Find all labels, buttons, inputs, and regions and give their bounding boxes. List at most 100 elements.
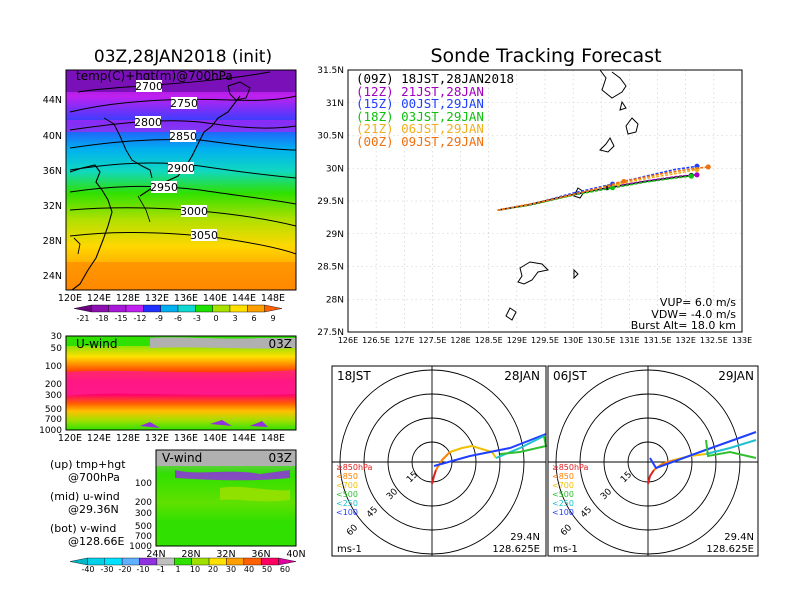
lon-tick: 124E [87, 293, 111, 304]
colorbar-label: 0 [213, 314, 218, 323]
lon-tick: 120E [58, 293, 82, 304]
hodo1-legend: ≥850hPa <850 <700 <500 <250 <100 [336, 463, 373, 517]
lon-tick: 133E [732, 336, 752, 345]
ring-label: 30 [385, 487, 400, 502]
wind-colorbar-labels: -40 -30 -20 -10 -1 1 10 20 30 40 50 60 [81, 565, 290, 574]
hodo-legend-below500: <500 [336, 490, 358, 499]
lon-tick: 148E [261, 293, 285, 304]
lat-tick: 27.5N [317, 328, 344, 338]
colorbar-swatch [121, 557, 140, 566]
colorbar-swatch [208, 557, 227, 566]
note-bot-lon: @128.66E [68, 535, 124, 548]
colorbar-label: -18 [95, 314, 108, 323]
lon-tick: 128E [116, 433, 140, 444]
colorbar-swatch [264, 304, 283, 313]
hodo-legend-below700: <700 [336, 481, 358, 490]
lon-tick: 126E [338, 336, 358, 345]
colorbar-label: -3 [193, 314, 201, 323]
lon-tick: 124E [87, 433, 111, 444]
note-up: (up) tmp+hgt [50, 458, 126, 471]
colorbar-swatch [191, 557, 210, 566]
colorbar-swatch [160, 304, 179, 313]
lat-tick: 36N [43, 166, 62, 177]
lat-tick: 28.5N [317, 263, 344, 273]
lon-tick: 132E [145, 433, 169, 444]
map-label: temp(C)+hgt(m)@700hPa [76, 69, 233, 83]
map-lon-ticks: 120E 124E 128E 132E 136E 140E 144E 148E [58, 293, 285, 304]
colorbar-label: 10 [190, 565, 200, 574]
vdw-value: VDW= -4.0 m/s [651, 308, 736, 321]
pressure-tick: 200 [45, 380, 62, 390]
ring-label: 15 [405, 470, 420, 485]
pressure-tick: 300 [135, 509, 152, 519]
lon-tick: 148E [261, 433, 285, 444]
v-wind-panel [155, 449, 297, 547]
lat-tick: 28N [181, 549, 200, 560]
lat-tick: 44N [43, 95, 62, 106]
lon-tick: 128E [450, 336, 470, 345]
hodo1-unit: ms-1 [337, 544, 362, 555]
colorbar-label: 9 [270, 314, 275, 323]
tracking-y-ticks: 31.5N 31N 30.5N 30N 29.5N 29N 28.5N 28N 27.5N [317, 66, 344, 338]
track-endpoint [705, 164, 711, 170]
hodo2-lat: 29.4N [724, 532, 754, 543]
lat-tick: 28N [43, 236, 62, 247]
temperature-colorbar [73, 304, 283, 313]
track-endpoint [694, 172, 700, 178]
colorbar-swatch [104, 557, 123, 566]
colorbar-label: 40 [244, 565, 254, 574]
colorbar-label: -12 [133, 314, 146, 323]
colorbar-label: -30 [100, 565, 113, 574]
ring-label: 45 [579, 505, 594, 520]
lon-tick: 120E [58, 433, 82, 444]
ring-label: 45 [365, 505, 380, 520]
colorbar-label: -1 [157, 565, 165, 574]
v-wind-title: V-wind [162, 451, 202, 465]
track-line [497, 166, 709, 211]
v-wind-y-ticks: 100 200 300 500 700 1000 [129, 479, 152, 552]
contour-label: 2850 [169, 130, 197, 143]
contour-label: 2750 [170, 97, 198, 110]
u-wind-time: 03Z [269, 337, 293, 351]
lon-tick: 127.5E [418, 336, 446, 345]
hodo-legend-below850: <850 [336, 472, 358, 481]
pressure-tick: 1000 [39, 426, 62, 436]
colorbar-swatch [195, 304, 213, 313]
tracking-frame [347, 69, 743, 333]
track-endpoint [688, 173, 694, 179]
colorbar-label: -9 [155, 314, 163, 323]
v-wind-x-ticks: 24N 28N 32N 36N 40N [146, 549, 305, 560]
colorbar-label: -6 [174, 314, 182, 323]
lon-tick: 140E [203, 293, 227, 304]
hodo-legend-below700: <700 [552, 481, 574, 490]
colorbar-swatch [226, 557, 245, 566]
colorbar-label: -10 [136, 565, 149, 574]
lat-tick: 29.5N [317, 197, 344, 207]
track-midpoint [610, 185, 615, 191]
lon-tick: 127E [394, 336, 414, 345]
note-mid-lat: @29.36N [68, 503, 119, 516]
hodo1-date: 28JAN [504, 369, 540, 383]
pressure-tick: 300 [45, 391, 62, 401]
pressure-tick: 1000 [129, 542, 152, 552]
temperature-colorbar-labels: -21 -18 -15 -12 -9 -6 -3 0 3 6 9 [76, 314, 275, 323]
hodo-legend-850: ≥850hPa [336, 463, 373, 472]
colorbar-label: -15 [114, 314, 127, 323]
lon-tick: 130E [563, 336, 583, 345]
lon-tick: 131E [619, 336, 639, 345]
note-bot: (bot) v-wind [50, 522, 116, 535]
hodograph-2 [547, 365, 759, 557]
hodo-legend-below100: <100 [552, 508, 574, 517]
map-frame [65, 69, 297, 291]
colorbar-swatch [212, 304, 231, 313]
hodo-legend-below250: <250 [552, 499, 574, 508]
tracking-params: VUP= 6.0 m/s VDW= -4.0 m/s Burst Alt= 18… [631, 296, 737, 332]
pressure-tick: 700 [45, 415, 62, 425]
colorbar-label: 20 [208, 565, 218, 574]
lon-tick: 130.5E [587, 336, 615, 345]
hodo-legend-below500: <500 [552, 490, 574, 499]
panel-notes: (up) tmp+hgt @700hPa (mid) u-wind @29.36… [50, 458, 126, 548]
colorbar-swatch [139, 557, 158, 566]
lon-tick: 128E [116, 293, 140, 304]
